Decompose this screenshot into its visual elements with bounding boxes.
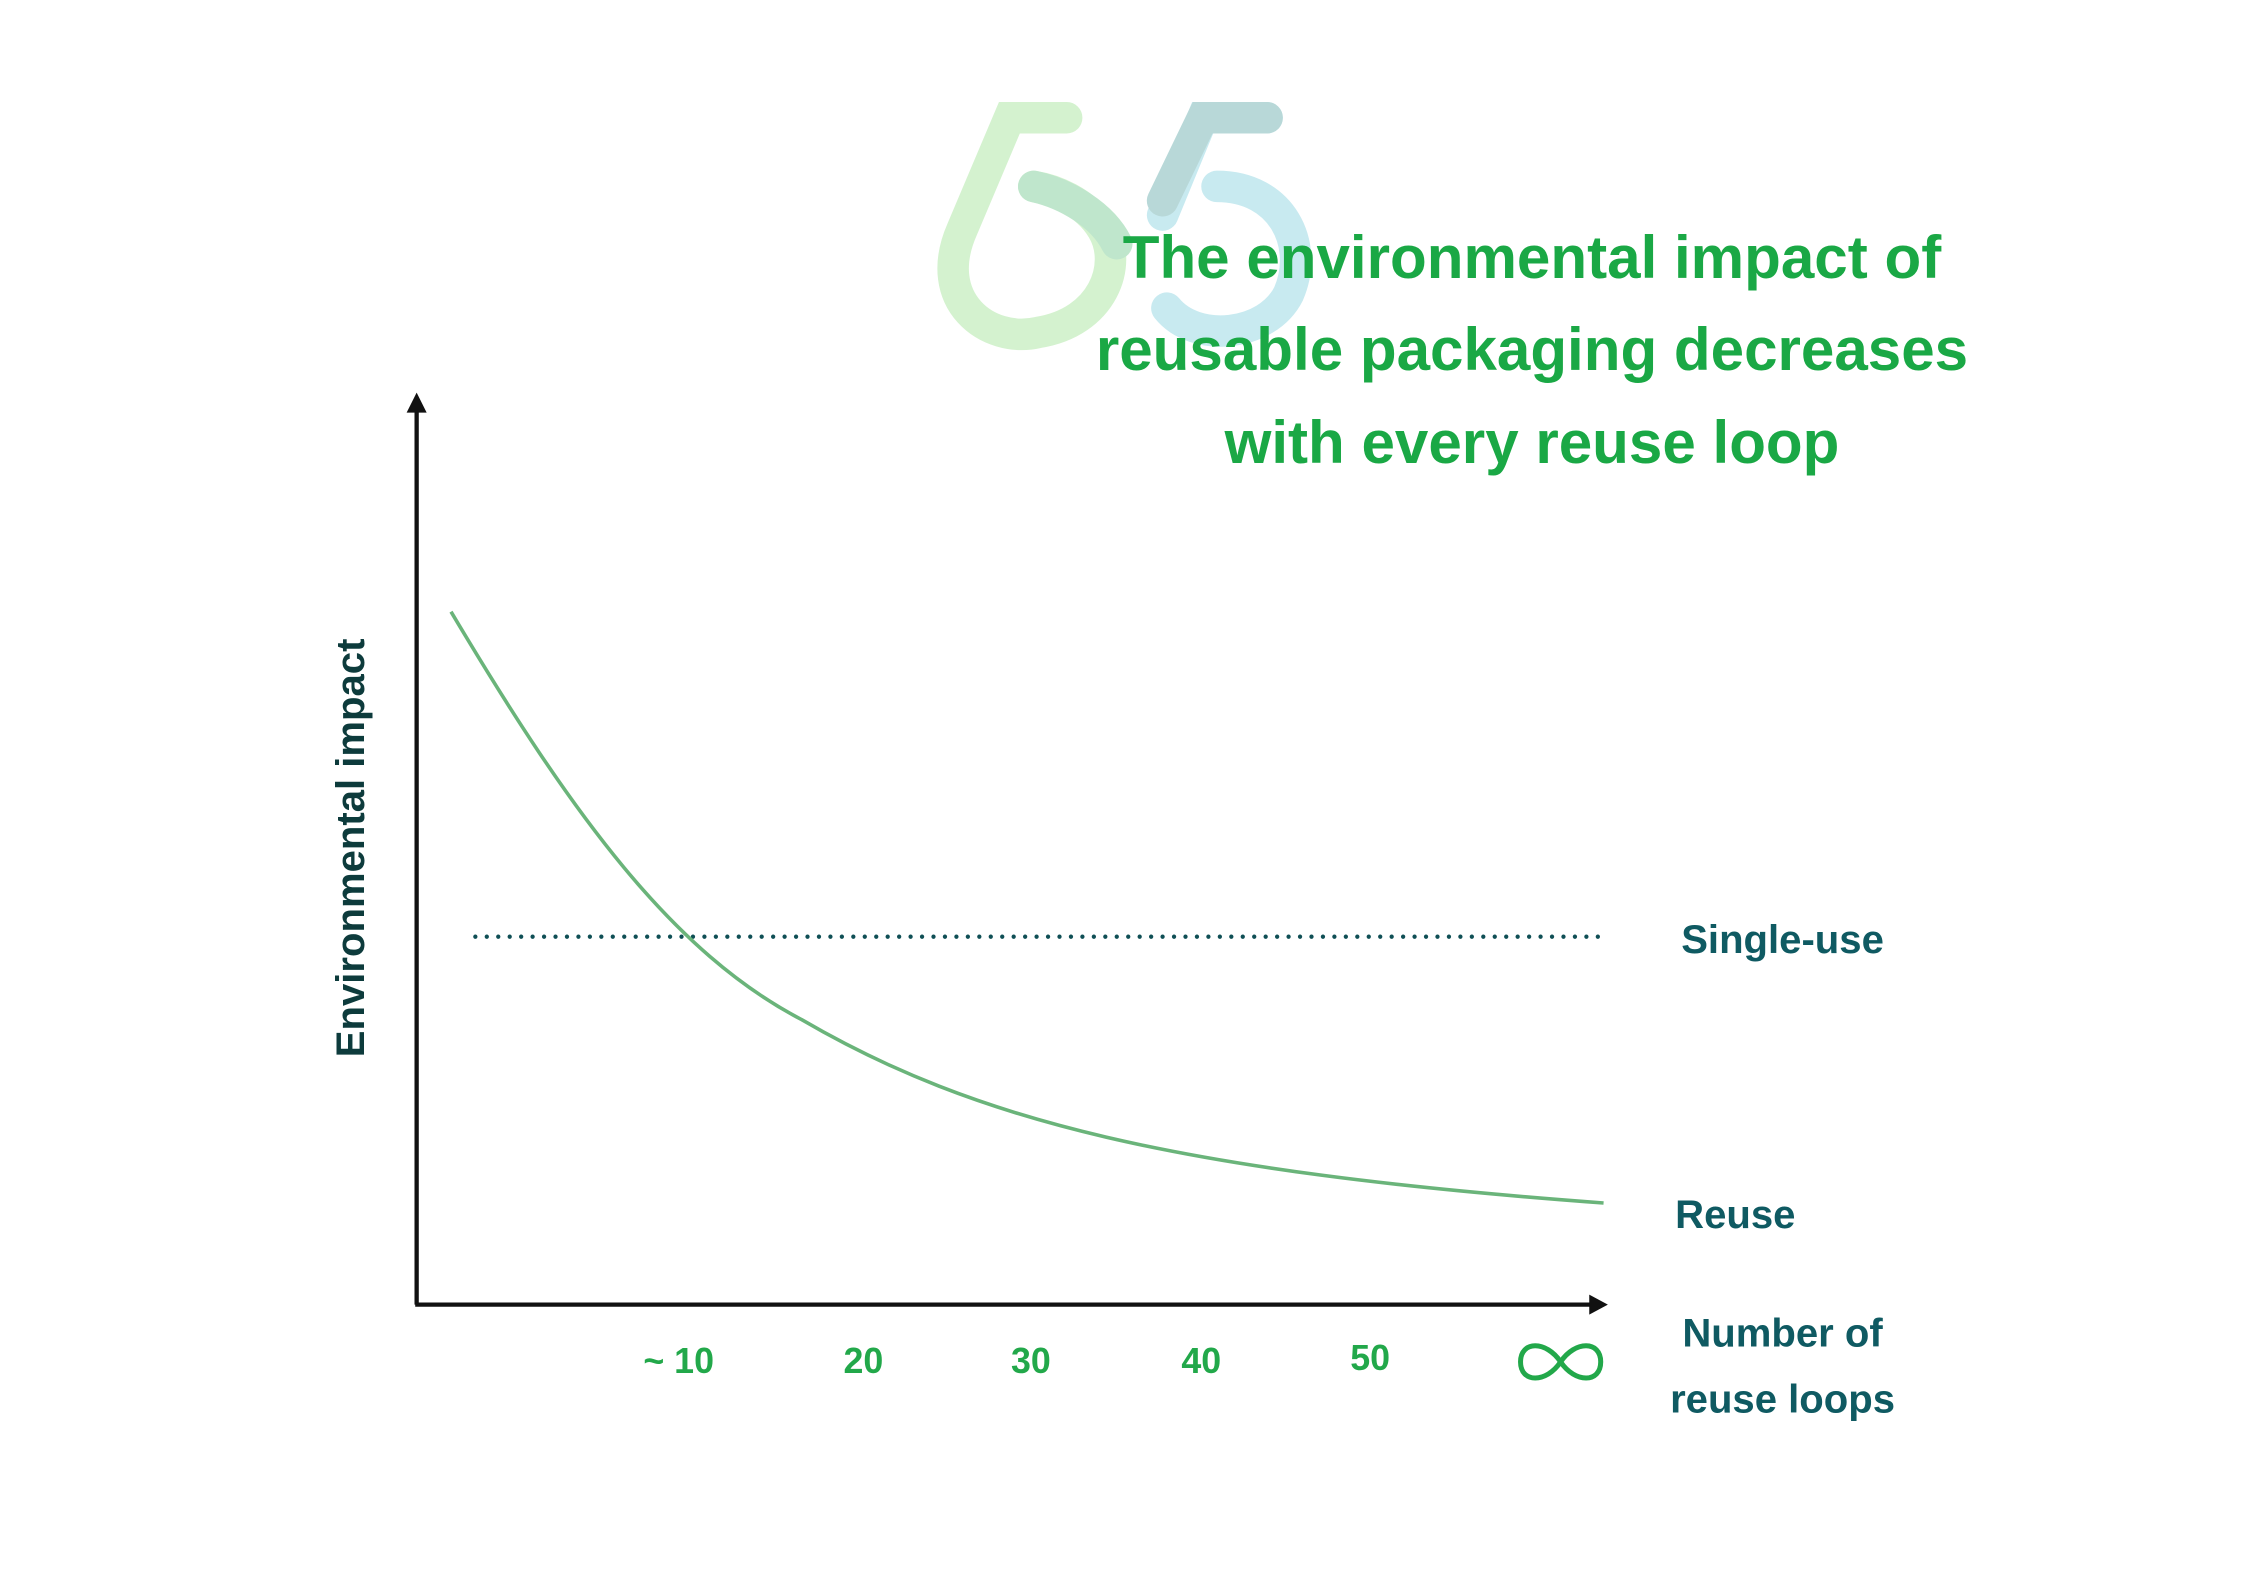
x-tick-label: 40 [1181, 1341, 1221, 1381]
title-line: reusable packaging decreases [1096, 316, 1968, 383]
x-axis-label: Number of [1682, 1312, 1883, 1356]
x-tick-label: 50 [1350, 1338, 1390, 1378]
title-line: with every reuse loop [1224, 409, 1840, 476]
reuse-label: Reuse [1675, 1193, 1795, 1237]
y-axis-label: Environmental impact [329, 639, 373, 1058]
title-line: The environmental impact of [1123, 224, 1942, 291]
x-tick-label: 20 [843, 1341, 883, 1381]
quote-mark [937, 101, 1312, 350]
x-tick-label: 30 [1011, 1341, 1051, 1381]
single-use-label: Single-use [1681, 918, 1884, 962]
x-tick-label: ~ 10 [643, 1341, 714, 1381]
x-axis-label: reuse loops [1670, 1378, 1895, 1422]
reuse-curve [449, 610, 1604, 1205]
infinity-icon [1518, 1343, 1604, 1381]
x-axis-arrow [1589, 1294, 1608, 1315]
y-axis-arrow [406, 392, 427, 413]
